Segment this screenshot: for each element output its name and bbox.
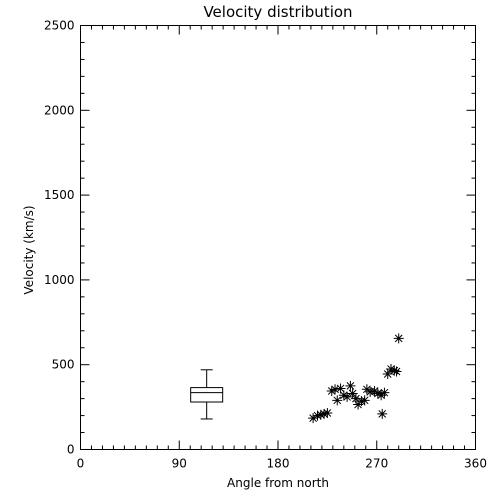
data-point: [345, 380, 356, 391]
data-point: [335, 383, 346, 394]
x-tick-label: 270: [365, 457, 388, 471]
boxplot: [190, 369, 224, 420]
data-point: [376, 390, 387, 401]
scatter-points: [308, 333, 404, 424]
data-point: [365, 386, 376, 397]
data-point: [372, 388, 383, 399]
data-point: [391, 366, 402, 377]
data-point: [361, 384, 372, 395]
data-point: [315, 409, 326, 420]
y-tick-label: 1000: [44, 273, 75, 287]
x-tick-label: 0: [77, 457, 85, 471]
data-point: [312, 410, 323, 421]
y-tick-label: 0: [67, 443, 75, 457]
data-point: [330, 384, 341, 395]
boxplot-box: [190, 387, 224, 403]
data-point: [319, 408, 330, 419]
x-tick-label: 90: [172, 457, 187, 471]
data-point: [347, 388, 358, 399]
data-point: [386, 363, 397, 374]
y-tick-label: 2000: [44, 103, 75, 117]
data-point: [308, 413, 319, 424]
data-point: [356, 396, 367, 407]
data-point: [379, 387, 390, 398]
y-axis-label: Velocity (km/s): [22, 205, 36, 294]
data-point: [382, 369, 393, 380]
x-axis-label: Angle from north: [227, 476, 329, 490]
y-tick-label: 1500: [44, 188, 75, 202]
x-tick-label: 360: [464, 457, 487, 471]
data-point: [326, 385, 337, 396]
data-point: [369, 385, 380, 396]
y-tick-labels: 0 500 1000 1500 2000 2500: [44, 19, 75, 457]
data-point: [350, 393, 361, 404]
y-tick-label: 2500: [44, 19, 75, 33]
data-point: [359, 395, 370, 406]
data-point: [393, 333, 404, 344]
data-point: [377, 408, 388, 419]
y-tick-label: 500: [52, 358, 75, 372]
data-point: [342, 391, 353, 402]
data-point: [322, 408, 333, 419]
x-tick-label: 180: [267, 457, 290, 471]
data-point: [389, 365, 400, 376]
plot-frame: [80, 25, 476, 450]
chart-title: Velocity distribution: [203, 3, 352, 21]
data-point: [338, 390, 349, 401]
data-point: [332, 395, 343, 406]
axis-ticks: [80, 25, 476, 450]
x-tick-labels: 0 90 180 270 360: [77, 457, 487, 471]
